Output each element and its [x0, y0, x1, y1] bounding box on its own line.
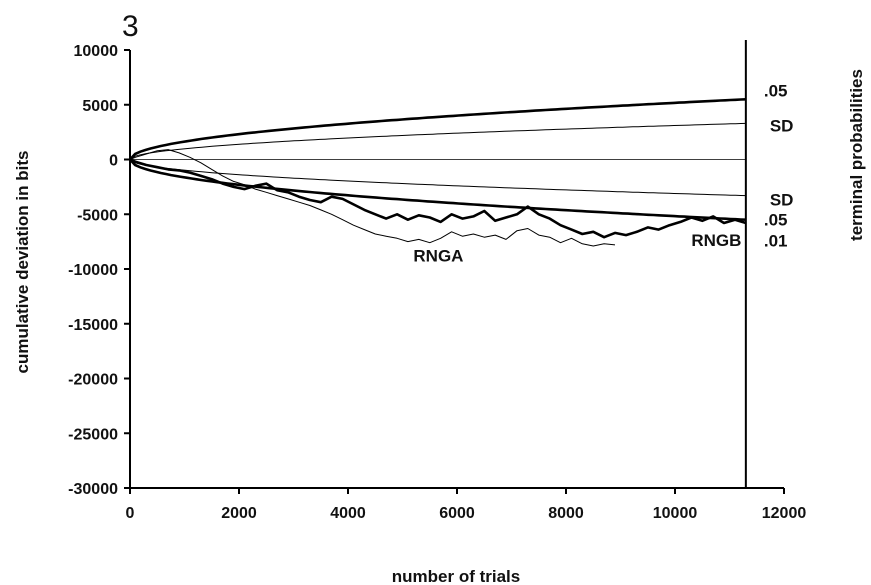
- envelope-p05-curve: [129, 98, 746, 161]
- y-tick-label: -5000: [77, 207, 118, 224]
- series-label-rngb: RNGB: [691, 231, 741, 250]
- y-tick-label: 5000: [82, 98, 118, 115]
- significance-label-p01: .01: [764, 232, 788, 251]
- y-tick-label: -25000: [68, 426, 118, 443]
- envelope-sd-curve: [129, 159, 746, 197]
- envelope-label: SD: [770, 191, 794, 210]
- x-tick-label: 6000: [439, 505, 475, 522]
- axes: -30000 -25000 -20000 -15000 -10000 -5000 0 5000…: [68, 40, 806, 522]
- x-tick-label: 4000: [330, 505, 366, 522]
- y-tick-label: -20000: [68, 372, 118, 389]
- series-label-rnga: RNGA: [413, 246, 463, 265]
- envelope-p05-curve: [129, 158, 746, 221]
- envelope-sd-curve: [129, 122, 746, 160]
- x-tick-label: 0: [126, 505, 135, 522]
- x-axis-title: number of trials: [392, 567, 520, 585]
- y-tick-label: -15000: [68, 317, 118, 334]
- chart-marks: [129, 98, 747, 247]
- series-line-rngb: [129, 158, 747, 239]
- x-tick-label: 12000: [762, 505, 807, 522]
- envelope-label: .05: [764, 211, 788, 230]
- envelope-label: .05: [764, 81, 788, 100]
- y-axis-title: cumulative deviation in bits: [13, 151, 32, 374]
- x-tick-label: 8000: [548, 505, 584, 522]
- y-tick-label: -10000: [68, 262, 118, 279]
- envelope-label: SD: [770, 116, 794, 135]
- x-tick-label: 2000: [221, 505, 257, 522]
- y-tick-label: 10000: [74, 43, 119, 60]
- y-tick-label: 0: [109, 153, 118, 170]
- series-line-rnga: [129, 149, 616, 247]
- x-tick-label: 10000: [653, 505, 698, 522]
- right-axis-title: terminal probabilities: [847, 69, 866, 241]
- y-tick-label: -30000: [68, 481, 118, 498]
- panel-label: 3: [122, 10, 139, 43]
